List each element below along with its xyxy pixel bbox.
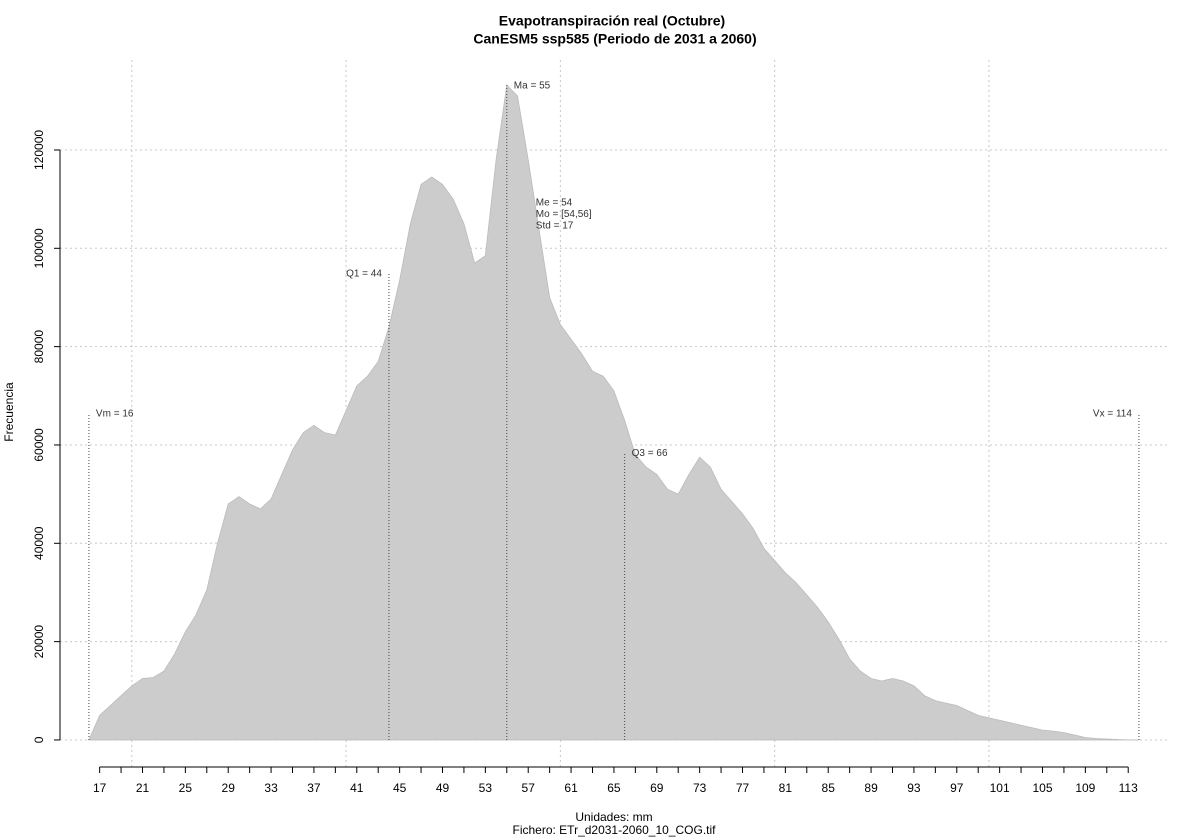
chart-title: Evapotranspiración real (Octubre) [499,13,725,29]
marker-label: Ma = 55 [514,81,551,92]
x-tick-label: 101 [990,781,1010,795]
x-tick-label: 53 [479,781,493,795]
x-tick-label: 45 [393,781,407,795]
x-tick-label: 21 [136,781,150,795]
x-tick-label: 77 [736,781,750,795]
x-tick-label: 69 [650,781,664,795]
stats-label: Std = 17 [536,221,574,232]
y-tick-label: 40000 [32,526,46,560]
x-axis-label: Unidades: mm [575,810,652,824]
x-tick-label: 65 [607,781,621,795]
x-tick-label: 113 [1119,781,1138,795]
chart-subtitle: CanESM5 ssp585 (Periodo de 2031 a 2060) [473,31,756,47]
x-tick-label: 73 [693,781,707,795]
x-tick-label: 29 [222,781,236,795]
y-tick-label: 100000 [32,228,46,268]
marker-label: Q3 = 66 [632,448,668,459]
stats-label: Mo = [54,56] [536,209,592,220]
x-tick-label: 33 [264,781,278,795]
marker-label: Vx = 114 [1093,409,1132,420]
y-tick-label: 0 [32,736,46,743]
y-tick-label: 120000 [32,130,46,170]
x-tick-label: 41 [350,781,364,795]
y-tick-label: 20000 [32,625,46,659]
x-tick-label: 17 [93,781,107,795]
y-tick-label: 80000 [32,330,46,364]
caption: Fichero: ETr_d2031-2060_10_COG.tif [513,823,717,837]
x-tick-label: 49 [436,781,450,795]
y-axis-label: Frecuencia [2,382,16,442]
x-tick-label: 81 [779,781,793,795]
area [88,84,1139,741]
x-tick-label: 85 [822,781,836,795]
marker-label: Vm = 16 [96,409,134,420]
x-tick-label: 37 [307,781,321,795]
x-tick-label: 57 [522,781,536,795]
marker-label: Q1 = 44 [346,269,382,280]
x-tick-label: 89 [864,781,878,795]
x-tick-label: 97 [950,781,964,795]
x-tick-label: 105 [1032,781,1052,795]
x-tick-label: 93 [907,781,921,795]
x-tick-label: 61 [564,781,578,795]
x-tick-label: 25 [179,781,193,795]
x-tick-label: 109 [1075,781,1095,795]
stats-label: Me = 54 [536,198,573,209]
y-tick-label: 60000 [32,428,46,462]
